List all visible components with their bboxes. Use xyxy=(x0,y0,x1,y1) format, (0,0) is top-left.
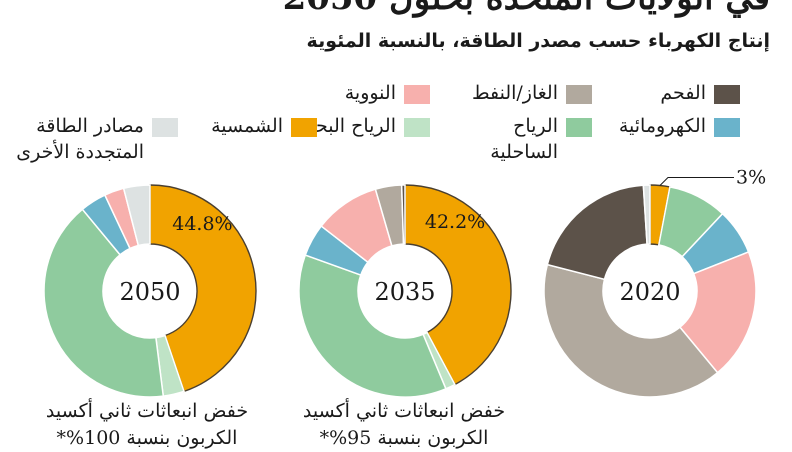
slice-2020-nuclear xyxy=(678,251,757,374)
slice-label-2020: 3% xyxy=(736,166,766,188)
legend-item-coal: الفحم xyxy=(660,80,740,106)
legend-item-solar: الشمسية xyxy=(211,113,317,139)
legend-label-hydro: الكهرومائية xyxy=(618,115,706,137)
legend-swatch-coal xyxy=(714,85,740,104)
legend-label-onshore-wind: الرياح الساحلية xyxy=(490,115,558,163)
legend-item-other-renewables: مصادر الطاقة المتجددة الأخرى xyxy=(0,113,178,165)
legend-swatch-other-renewables xyxy=(152,118,178,137)
slice-2035-coal xyxy=(400,184,406,245)
slice-label-2050: 44.8% xyxy=(172,213,232,235)
legend-swatch-hydro xyxy=(714,118,740,137)
legend-label-coal: الفحم xyxy=(660,82,706,104)
slice-2020-other-renewables xyxy=(642,184,651,245)
slice-2050-onshore-wind xyxy=(43,208,165,398)
legend-item-nuclear: النووية xyxy=(345,80,430,106)
legend-swatch-solar xyxy=(291,118,317,137)
legend-item-hydro: الكهرومائية xyxy=(619,113,740,139)
leader-line-2020 xyxy=(659,176,734,186)
slice-2050-solar xyxy=(149,184,257,393)
slice-2020-gas-oil xyxy=(543,263,719,398)
legend-label-gas-oil: الغاز/النفط xyxy=(471,82,558,104)
slice-2035-solar xyxy=(404,184,512,386)
legend: الفحم الغاز/النفط النووية الكهرومائية ال… xyxy=(0,0,792,170)
donut-2035: 42.2% 2035 xyxy=(298,184,512,398)
center-label-2050: 2050 xyxy=(119,278,180,306)
legend-swatch-onshore-wind xyxy=(566,118,592,137)
chart-subtitle: إنتاج الكهرباء حسب مصدر الطاقة، بالنسبة … xyxy=(306,30,770,52)
slice-2050-other-renewables xyxy=(122,184,151,247)
donut-2020: 3% 2020 xyxy=(543,166,766,398)
legend-item-onshore-wind: الرياح الساحلية xyxy=(440,113,592,165)
footnote-2050: خفض انبعاثات ثاني أكسيد الكربون بنسبة 10… xyxy=(45,400,249,449)
chart-title: في الولايات المتحدة بحلول 2050 xyxy=(283,0,770,18)
legend-swatch-nuclear xyxy=(404,85,430,104)
footnote-2035: خفض انبعاثات ثاني أكسيد الكربون بنسبة 95… xyxy=(302,400,506,449)
center-label-2035: 2035 xyxy=(374,278,435,306)
slice-2020-coal xyxy=(546,184,648,281)
slice-2035-onshore-wind xyxy=(298,254,447,398)
legend-label-other-renewables: مصادر الطاقة المتجددة الأخرى xyxy=(16,115,144,163)
center-label-2020: 2020 xyxy=(619,278,680,306)
legend-swatch-gas-oil xyxy=(566,85,592,104)
donut-2050: 44.8% 2050 xyxy=(43,184,257,398)
slice-label-2035: 42.2% xyxy=(425,211,485,233)
legend-label-solar: الشمسية xyxy=(211,115,283,137)
legend-swatch-offshore-wind xyxy=(404,118,430,137)
legend-label-nuclear: النووية xyxy=(344,82,396,104)
legend-item-gas-oil: الغاز/النفط xyxy=(472,80,592,106)
